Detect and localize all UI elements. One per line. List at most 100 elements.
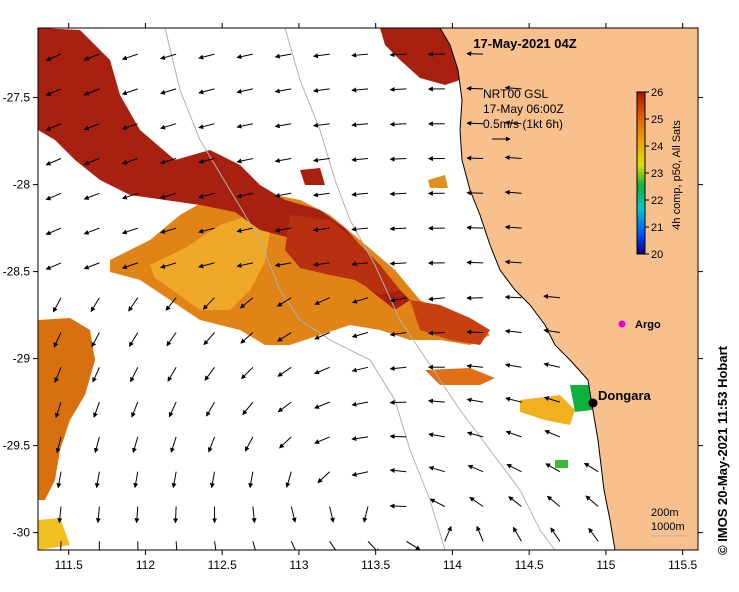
current-vector (198, 262, 215, 269)
x-tick-label: 115.5 (668, 558, 697, 572)
current-vector (312, 53, 330, 59)
current-vector (204, 367, 215, 381)
current-vector (329, 506, 335, 523)
map-title: 17-May-2021 04Z (473, 36, 576, 51)
current-vector (274, 262, 292, 268)
current-vector (198, 53, 215, 60)
current-vector (165, 297, 177, 311)
current-vector (121, 192, 138, 200)
current-vector (160, 192, 177, 200)
colorbar: 26 25 24 23 22 21 20 4h comp, p50, All Sats (636, 87, 683, 261)
dongara-marker[interactable]: Dongara (588, 388, 652, 408)
current-vector (466, 155, 484, 161)
current-vector (314, 332, 330, 340)
current-vector (351, 471, 369, 477)
current-vector (466, 363, 484, 369)
current-vector (56, 471, 62, 489)
current-vector (504, 85, 522, 91)
current-vector (236, 88, 253, 94)
current-vector (45, 53, 62, 62)
current-vector (588, 527, 599, 542)
current-vector (170, 436, 177, 453)
current-vector (95, 506, 101, 524)
current-vector (314, 366, 330, 375)
current-vector (504, 259, 522, 265)
current-vector (274, 53, 292, 59)
current-vector (583, 462, 599, 473)
current-vector (466, 260, 484, 266)
current-vector (128, 297, 139, 312)
current-vector (285, 471, 292, 488)
current-vector (206, 401, 215, 417)
current-vectors (45, 51, 599, 550)
current-vector (160, 53, 177, 60)
current-vector (83, 88, 100, 96)
current-vector (132, 436, 139, 454)
current-vector (389, 503, 407, 509)
current-vector (389, 467, 407, 473)
colorbar-tick-label: 25 (651, 114, 663, 126)
current-vector (130, 367, 139, 383)
current-vector (585, 495, 599, 507)
current-vector (173, 506, 179, 524)
x-tick-label: 112 (136, 558, 155, 572)
current-vector (504, 294, 522, 300)
current-vector (121, 88, 138, 96)
current-vector (406, 540, 421, 550)
current-vector (389, 433, 407, 439)
current-vector (83, 53, 100, 61)
current-vector (351, 332, 369, 339)
y-axis: -27.5 -28 -28.5 -29 -29.5 -30 (3, 91, 703, 540)
current-vector (198, 227, 215, 234)
current-vector (203, 332, 215, 346)
colorbar-tick-label: 23 (651, 168, 663, 180)
dongara-label: Dongara (598, 388, 652, 403)
current-vector (134, 506, 140, 524)
current-vector (45, 88, 62, 96)
sst-patch-yellow-core (150, 215, 270, 310)
current-vector (274, 192, 292, 198)
current-vector (131, 401, 139, 418)
current-vector (427, 330, 445, 336)
current-vector (466, 225, 484, 231)
argo-marker[interactable]: Argo (618, 319, 661, 331)
current-vector (314, 297, 330, 305)
current-vector (351, 226, 369, 232)
current-vector (505, 430, 522, 438)
current-vector (389, 331, 407, 337)
current-vector (167, 367, 177, 382)
current-vector (290, 506, 297, 523)
current-vector (209, 471, 216, 489)
current-vector (45, 192, 62, 201)
sst-patch-sw-yellow (38, 518, 70, 550)
current-vector (351, 261, 369, 267)
current-vector (466, 431, 484, 438)
current-vector (469, 496, 484, 507)
colorbar-tick-label: 26 (651, 87, 663, 99)
current-vector (466, 190, 484, 196)
current-vector (351, 87, 369, 93)
current-vector (45, 123, 62, 131)
current-vector (314, 436, 330, 444)
current-vector (312, 261, 330, 267)
current-vector (160, 88, 177, 95)
x-tick-label: 114.5 (515, 558, 544, 572)
current-vector (198, 192, 215, 199)
sst-patch-spot (428, 175, 448, 188)
sst-patch-orange-dongara (425, 368, 495, 385)
current-vector (389, 86, 407, 92)
current-vector (277, 366, 292, 377)
current-vector (236, 158, 253, 164)
current-vector (543, 362, 560, 368)
current-vector (202, 297, 215, 310)
current-vector (506, 464, 522, 473)
current-vector (121, 158, 138, 165)
current-vector (121, 227, 138, 235)
current-vector (83, 227, 100, 235)
current-vector (241, 366, 254, 380)
current-vector (444, 525, 452, 542)
current-vector (248, 471, 254, 489)
current-vector (389, 260, 407, 266)
current-vector (121, 53, 138, 61)
